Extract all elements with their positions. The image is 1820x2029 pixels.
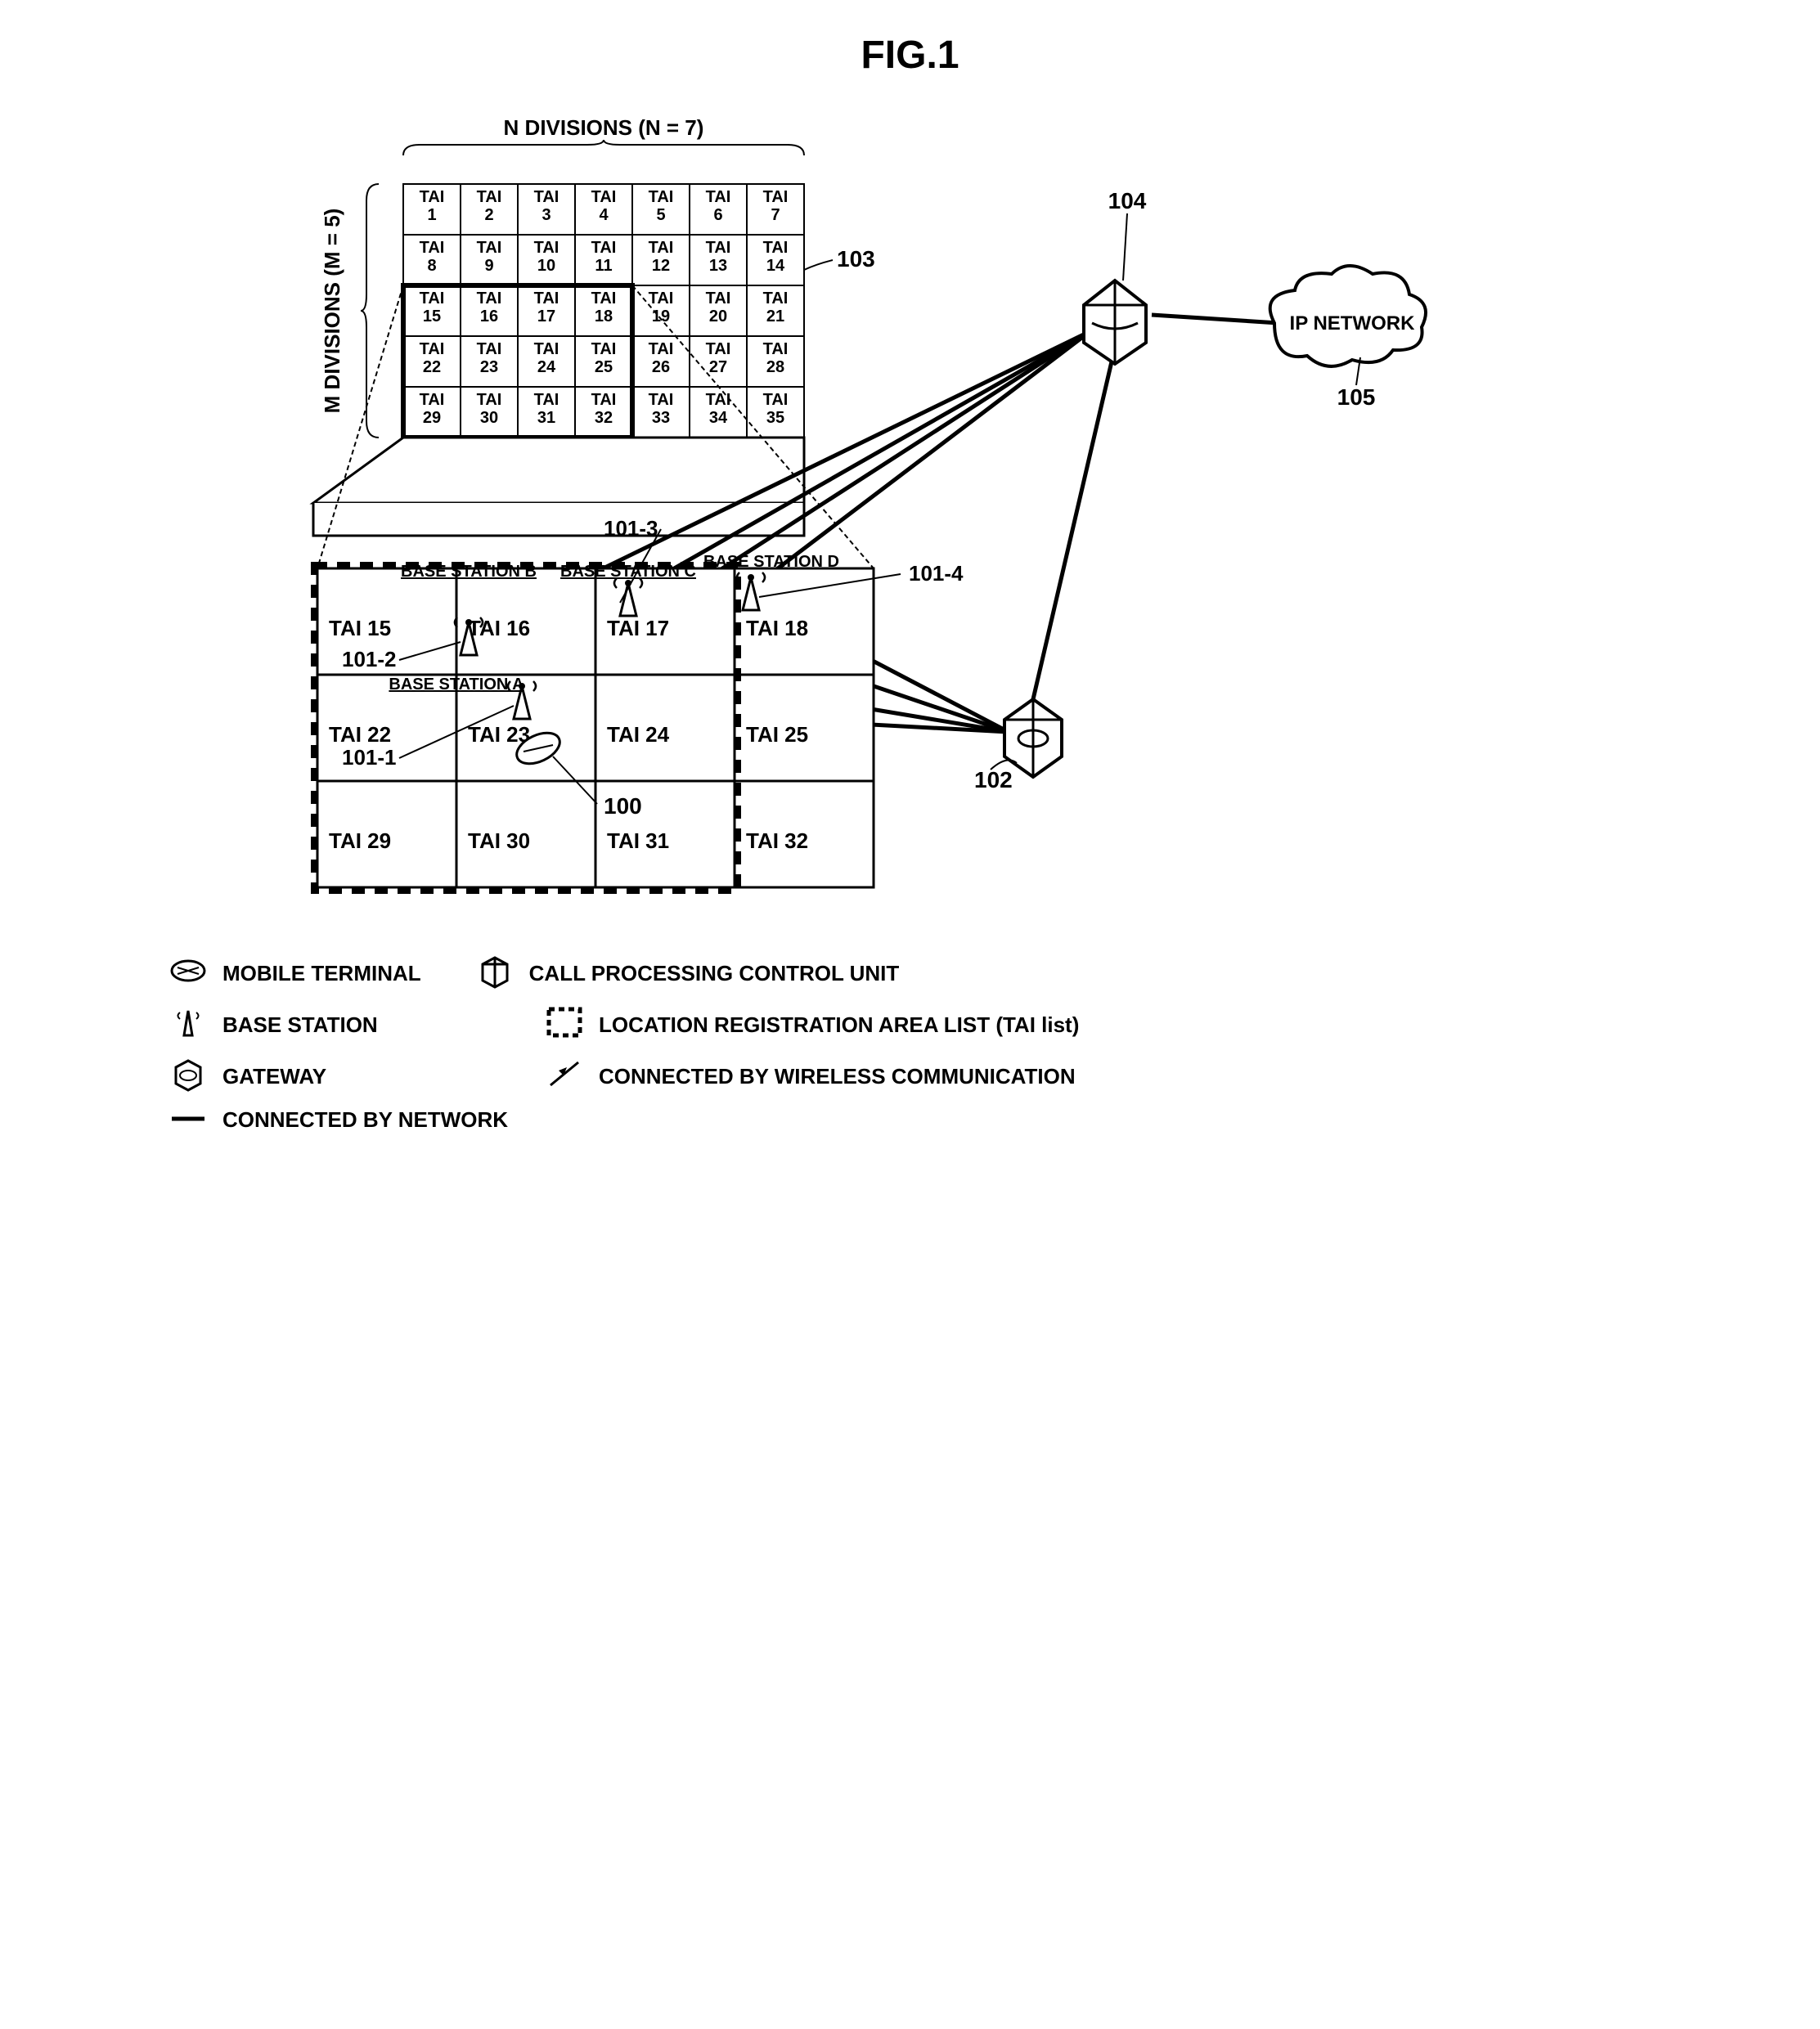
wireless-icon	[540, 1056, 589, 1098]
svg-text:BASE STATION B: BASE STATION B	[401, 563, 537, 581]
legend-tailist-label: LOCATION REGISTRATION AREA LIST (TAI lis…	[599, 1012, 1079, 1038]
svg-text:TAI26: TAI26	[648, 340, 673, 376]
diagram-svg: N DIVISIONS (N = 7) M DIVISIONS (M = 5) TA…	[215, 102, 1524, 936]
svg-text:TAI25: TAI25	[591, 340, 616, 376]
legend-wireless-label: CONNECTED BY WIRELESS COMMUNICATION	[599, 1064, 1076, 1089]
svg-text:TAI 23: TAI 23	[468, 722, 530, 747]
svg-text:TAI30: TAI30	[476, 391, 501, 427]
svg-text:103: 103	[837, 246, 875, 272]
svg-text:TAI 24: TAI 24	[607, 722, 670, 747]
legend-cpu-label: CALL PROCESSING CONTROL UNIT	[529, 961, 900, 986]
legend-mobile-label: MOBILE TERMINAL	[222, 961, 421, 986]
cpu-icon	[470, 953, 519, 994]
svg-text:TAI12: TAI12	[648, 239, 673, 275]
svg-text:TAI27: TAI27	[705, 340, 730, 376]
svg-text:TAI33: TAI33	[648, 391, 673, 427]
svg-text:105: 105	[1337, 384, 1375, 410]
net-line-icon	[164, 1107, 213, 1133]
svg-text:TAI32: TAI32	[591, 391, 616, 427]
svg-text:101-1: 101-1	[342, 745, 397, 770]
svg-text:TAI34: TAI34	[705, 391, 730, 427]
svg-text:IP NETWORK: IP NETWORK	[1289, 312, 1415, 334]
svg-text:TAI24: TAI24	[533, 340, 559, 376]
svg-text:TAI 15: TAI 15	[329, 616, 391, 640]
legend-gw-label: GATEWAY	[222, 1064, 326, 1089]
diagram-container: N DIVISIONS (N = 7) M DIVISIONS (M = 5) TA…	[215, 102, 1606, 936]
svg-text:TAI18: TAI18	[591, 290, 616, 325]
svg-text:TAI 17: TAI 17	[607, 616, 669, 640]
svg-text:BASE STATION D: BASE STATION D	[703, 553, 839, 571]
svg-text:104: 104	[1108, 188, 1146, 213]
svg-text:BASE STATION A: BASE STATION A	[389, 676, 524, 694]
svg-text:TAI 31: TAI 31	[607, 828, 669, 853]
svg-text:TAI28: TAI28	[762, 340, 788, 376]
svg-text:TAI 32: TAI 32	[746, 828, 808, 853]
svg-text:M DIVISIONS (M = 5): M DIVISIONS (M = 5)	[320, 209, 344, 414]
svg-text:TAI 22: TAI 22	[329, 722, 391, 747]
svg-text:TAI23: TAI23	[476, 340, 501, 376]
base-station-icon	[164, 1004, 213, 1046]
svg-text:TAI10: TAI10	[533, 239, 559, 275]
svg-text:TAI16: TAI16	[476, 290, 501, 325]
svg-text:TAI17: TAI17	[533, 290, 559, 325]
svg-text:TAI35: TAI35	[762, 391, 788, 427]
gateway-icon	[164, 1056, 213, 1098]
tailist-icon	[540, 1004, 589, 1046]
legend: MOBILE TERMINAL CALL PROCESSING CONTROL …	[164, 953, 1787, 1133]
svg-text:TAI 18: TAI 18	[746, 616, 808, 640]
svg-text:101-3: 101-3	[604, 516, 658, 541]
svg-text:TAI31: TAI31	[533, 391, 559, 427]
svg-text:TAI22: TAI22	[419, 340, 444, 376]
svg-text:TAI 30: TAI 30	[468, 828, 530, 853]
svg-text:TAI 25: TAI 25	[746, 722, 808, 747]
svg-text:N DIVISIONS (N = 7): N DIVISIONS (N = 7)	[503, 115, 703, 140]
mobile-terminal-icon	[164, 956, 213, 991]
svg-text:TAI21: TAI21	[762, 290, 788, 325]
svg-text:TAI13: TAI13	[705, 239, 730, 275]
svg-text:TAI20: TAI20	[705, 290, 730, 325]
figure-title: FIG.1	[33, 33, 1787, 78]
legend-net-label: CONNECTED BY NETWORK	[222, 1107, 508, 1133]
svg-text:101-4: 101-4	[909, 561, 964, 586]
svg-text:TAI15: TAI15	[419, 290, 444, 325]
svg-text:100: 100	[604, 793, 642, 819]
svg-text:BASE STATION C: BASE STATION C	[560, 563, 696, 581]
svg-text:TAI 16: TAI 16	[468, 616, 530, 640]
svg-text:TAI 29: TAI 29	[329, 828, 391, 853]
svg-text:102: 102	[974, 767, 1013, 792]
svg-text:TAI29: TAI29	[419, 391, 444, 427]
svg-text:TAI14: TAI14	[762, 239, 788, 275]
svg-text:101-2: 101-2	[342, 647, 397, 671]
legend-bs-label: BASE STATION	[222, 1012, 378, 1038]
